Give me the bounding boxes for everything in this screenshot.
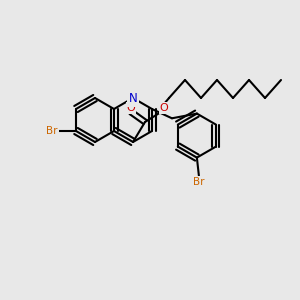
Text: Br: Br bbox=[46, 126, 58, 136]
Text: O: O bbox=[127, 103, 135, 113]
Text: Br: Br bbox=[193, 177, 205, 187]
Text: N: N bbox=[129, 92, 137, 106]
Text: O: O bbox=[160, 103, 168, 113]
